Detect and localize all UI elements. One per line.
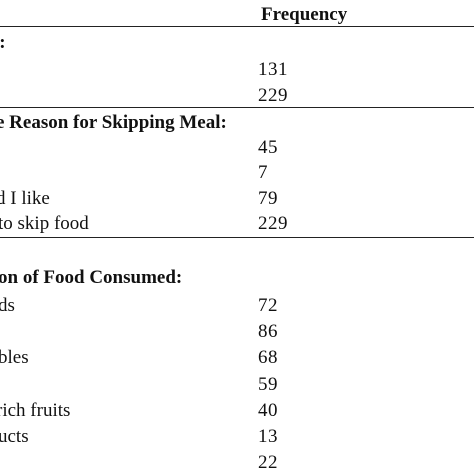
table-cell-value: 72 bbox=[258, 295, 278, 316]
table-cell-value: 86 bbox=[258, 321, 278, 342]
table-cell-value: 229 bbox=[258, 85, 288, 106]
table-row-label: rich fruits bbox=[0, 400, 71, 421]
table-cell-value: 40 bbox=[258, 400, 278, 421]
section-title: l: bbox=[0, 33, 6, 52]
table-cell-value: 45 bbox=[258, 137, 278, 158]
table-row-label: bles bbox=[0, 347, 29, 368]
table-cell-value: 22 bbox=[258, 452, 278, 473]
table-cell-value: 229 bbox=[258, 213, 288, 234]
table-cell-value: 59 bbox=[258, 374, 278, 395]
table-cell-value: 131 bbox=[258, 59, 288, 80]
table-row-label: ucts bbox=[0, 426, 29, 447]
section-title: e Reason for Skipping Meal: bbox=[0, 112, 227, 133]
table-cell-value: 68 bbox=[258, 347, 278, 368]
section-title: on of Food Consumed: bbox=[0, 267, 183, 288]
table-row-label: ds bbox=[0, 295, 15, 316]
table-top-rule bbox=[0, 26, 474, 27]
table-row-label: to skip food bbox=[0, 213, 89, 234]
table-cell-value: 13 bbox=[258, 426, 278, 447]
section-divider bbox=[0, 107, 474, 108]
table-cell-value: 7 bbox=[258, 162, 268, 183]
frequency-column-header: Frequency bbox=[261, 4, 348, 25]
table-cell-value: 79 bbox=[258, 188, 278, 209]
section-divider bbox=[0, 237, 474, 238]
table-row-label: d I like bbox=[0, 188, 50, 209]
